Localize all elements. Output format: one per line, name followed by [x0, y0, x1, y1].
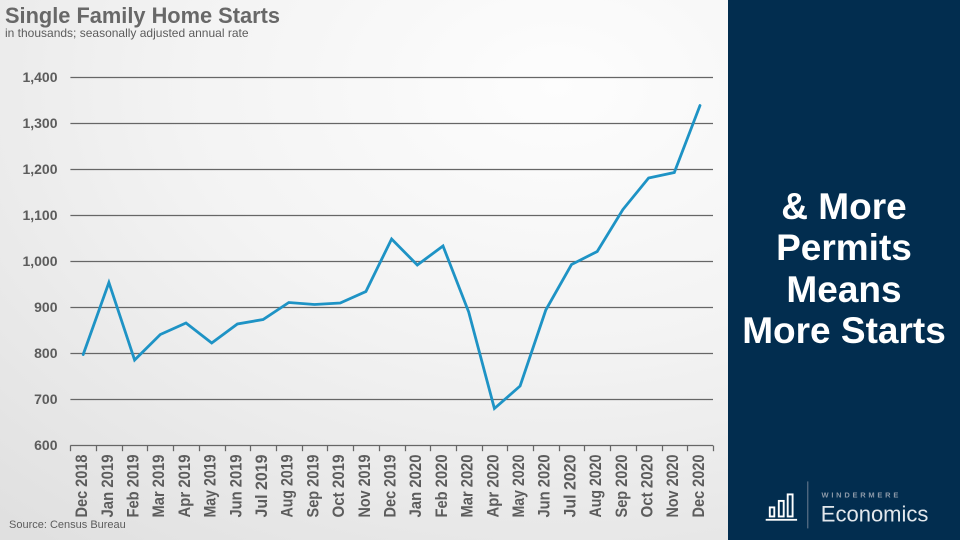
svg-text:900: 900 — [34, 299, 58, 315]
svg-text:May 2020: May 2020 — [509, 455, 528, 518]
svg-text:Dec 2019: Dec 2019 — [381, 455, 400, 518]
svg-text:Economics: Economics — [821, 501, 929, 526]
svg-text:Jan 2020: Jan 2020 — [406, 455, 425, 518]
svg-text:600: 600 — [34, 437, 58, 453]
svg-text:1,300: 1,300 — [22, 115, 57, 131]
svg-text:Mar 2020: Mar 2020 — [458, 455, 477, 518]
svg-text:1,200: 1,200 — [22, 161, 57, 177]
svg-text:Oct 2020: Oct 2020 — [638, 455, 657, 518]
svg-text:Sep 2019: Sep 2019 — [303, 455, 322, 518]
svg-text:Dec 2020: Dec 2020 — [689, 455, 708, 518]
svg-text:Jul 2020: Jul 2020 — [560, 455, 579, 518]
svg-text:WINDERMERE: WINDERMERE — [822, 491, 902, 500]
svg-text:Aug 2019: Aug 2019 — [278, 455, 297, 518]
svg-text:Jun 2019: Jun 2019 — [226, 455, 245, 518]
svg-text:Feb 2019: Feb 2019 — [124, 455, 143, 518]
svg-text:Mar 2019: Mar 2019 — [149, 455, 168, 518]
svg-text:Jul 2019: Jul 2019 — [252, 455, 271, 518]
svg-text:May 2019: May 2019 — [201, 455, 220, 518]
svg-text:Sep 2020: Sep 2020 — [612, 455, 631, 518]
svg-text:1,400: 1,400 — [22, 69, 57, 85]
svg-text:Dec 2018: Dec 2018 — [72, 455, 91, 518]
svg-text:1,000: 1,000 — [22, 253, 57, 269]
svg-text:800: 800 — [34, 345, 58, 361]
svg-text:Feb 2020: Feb 2020 — [432, 455, 451, 518]
svg-text:1,100: 1,100 — [22, 207, 57, 223]
svg-text:700: 700 — [34, 391, 58, 407]
svg-text:Apr 2019: Apr 2019 — [175, 455, 194, 518]
svg-text:Oct 2019: Oct 2019 — [329, 455, 348, 518]
svg-text:Nov 2019: Nov 2019 — [355, 455, 374, 518]
svg-text:Aug 2020: Aug 2020 — [586, 455, 605, 518]
svg-text:Apr 2020: Apr 2020 — [483, 455, 502, 518]
svg-text:Jan 2019: Jan 2019 — [98, 455, 117, 518]
svg-text:Nov 2020: Nov 2020 — [663, 455, 682, 518]
svg-text:Jun 2020: Jun 2020 — [535, 455, 554, 518]
